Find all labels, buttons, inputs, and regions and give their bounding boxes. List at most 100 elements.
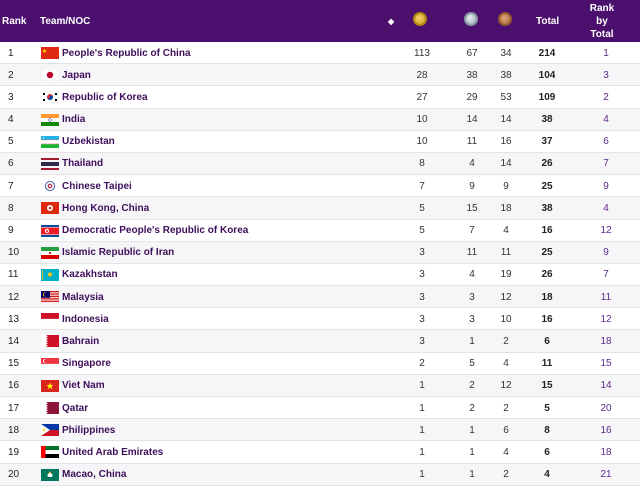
- rank-cell: 10: [8, 242, 19, 264]
- china-flag-icon: [41, 42, 59, 64]
- bronze-count: 18: [494, 197, 518, 219]
- team-name-link[interactable]: Democratic People's Republic of Korea: [62, 220, 248, 242]
- silver-count: 4: [460, 264, 484, 286]
- header-rank-by-total[interactable]: Rank by Total: [584, 0, 620, 42]
- qatar-flag-icon: [41, 397, 59, 419]
- bronze-count: 4: [494, 441, 518, 463]
- indonesia-flag-icon: [41, 308, 59, 330]
- table-header: Rank Team/NOC ◆ Total Rank by Total: [0, 0, 640, 42]
- header-team[interactable]: Team/NOC: [40, 0, 90, 42]
- team-name-link[interactable]: Bahrain: [62, 330, 99, 352]
- total-count: 6: [533, 441, 561, 463]
- silver-count: 2: [460, 397, 484, 419]
- gold-count: 1: [410, 441, 434, 463]
- bronze-count: 4: [494, 220, 518, 242]
- rank-by-total-cell: 2: [594, 86, 618, 108]
- rank-cell: 19: [8, 441, 19, 463]
- gold-count: 3: [410, 264, 434, 286]
- bronze-count: 6: [494, 419, 518, 441]
- malaysia-flag-icon: [41, 286, 59, 308]
- team-name-link[interactable]: Republic of Korea: [62, 86, 148, 108]
- silver-medal-icon[interactable]: [464, 12, 478, 26]
- silver-count: 38: [460, 64, 484, 86]
- team-name-link[interactable]: Chinese Taipei: [62, 175, 132, 197]
- rank-cell: 9: [8, 220, 14, 242]
- gold-count: 8: [410, 153, 434, 175]
- team-name-link[interactable]: Hong Kong, China: [62, 197, 149, 219]
- india-flag-icon: [41, 109, 59, 131]
- rank-by-total-cell: 3: [594, 64, 618, 86]
- gold-count: 28: [410, 64, 434, 86]
- vietnam-flag-icon: [41, 375, 59, 397]
- bronze-medal-icon[interactable]: [498, 12, 512, 26]
- silver-count: 29: [460, 86, 484, 108]
- rank-cell: 4: [8, 109, 14, 131]
- rank-cell: 8: [8, 197, 14, 219]
- bronze-count: 14: [494, 153, 518, 175]
- total-count: 26: [533, 153, 561, 175]
- gold-count: 1: [410, 375, 434, 397]
- silver-count: 7: [460, 220, 484, 242]
- bronze-count: 2: [494, 397, 518, 419]
- sort-icon[interactable]: ◆: [388, 0, 394, 42]
- team-name-link[interactable]: United Arab Emirates: [62, 441, 163, 463]
- header-rank[interactable]: Rank: [2, 0, 26, 42]
- kazakhstan-flag-icon: [41, 264, 59, 286]
- header-total[interactable]: Total: [536, 0, 559, 42]
- total-count: 37: [533, 131, 561, 153]
- team-name-link[interactable]: Kazakhstan: [62, 264, 118, 286]
- team-name-link[interactable]: Malaysia: [62, 286, 104, 308]
- bronze-count: 9: [494, 175, 518, 197]
- team-name-link[interactable]: Macao, China: [62, 464, 126, 486]
- team-name-link[interactable]: India: [62, 109, 85, 131]
- team-name-link[interactable]: Thailand: [62, 153, 103, 175]
- rank-by-total-cell: 1: [594, 42, 618, 64]
- silver-count: 4: [460, 153, 484, 175]
- team-name-link[interactable]: Japan: [62, 64, 91, 86]
- rank-cell: 12: [8, 286, 19, 308]
- bronze-count: 2: [494, 464, 518, 486]
- philippines-flag-icon: [41, 419, 59, 441]
- team-name-link[interactable]: Indonesia: [62, 308, 109, 330]
- gold-count: 5: [410, 197, 434, 219]
- silver-count: 9: [460, 175, 484, 197]
- team-name-link[interactable]: Islamic Republic of Iran: [62, 242, 174, 264]
- rank-by-total-cell: 16: [594, 419, 618, 441]
- gold-medal-icon[interactable]: [413, 12, 427, 26]
- rank-cell: 20: [8, 464, 19, 486]
- total-count: 26: [533, 264, 561, 286]
- team-name-link[interactable]: Singapore: [62, 353, 111, 375]
- gold-count: 10: [410, 131, 434, 153]
- rank-by-total-cell: 7: [594, 264, 618, 286]
- rank-cell: 13: [8, 308, 19, 330]
- team-name-link[interactable]: Philippines: [62, 419, 115, 441]
- team-name-link[interactable]: People's Republic of China: [62, 42, 191, 64]
- team-name-link[interactable]: Viet Nam: [62, 375, 105, 397]
- rank-by-total-cell: 15: [594, 353, 618, 375]
- team-name-link[interactable]: Qatar: [62, 397, 88, 419]
- rank-by-total-cell: 4: [594, 109, 618, 131]
- silver-count: 2: [460, 375, 484, 397]
- team-name-link[interactable]: Uzbekistan: [62, 131, 115, 153]
- gold-count: 3: [410, 286, 434, 308]
